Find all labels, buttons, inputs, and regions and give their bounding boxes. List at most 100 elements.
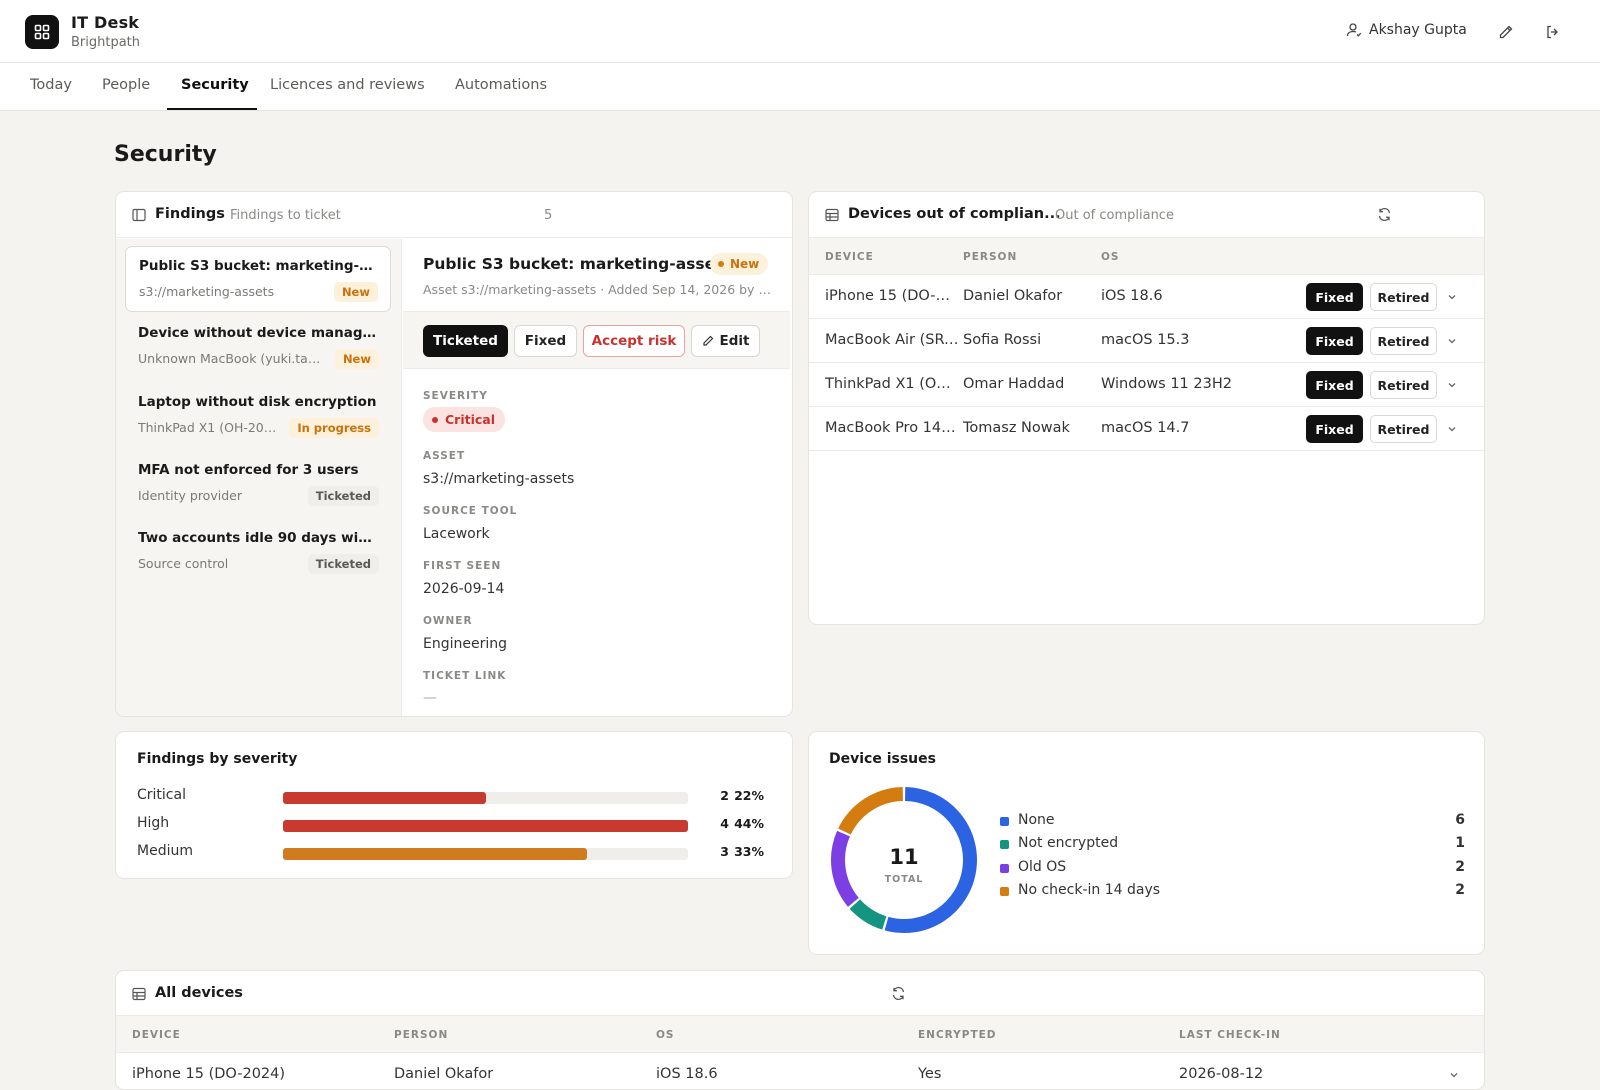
compliance-header: Devices out of complian... Out of compli…	[809, 192, 1484, 238]
finding-item[interactable]: Two accounts idle 90 days with access So…	[125, 519, 391, 585]
retired-button[interactable]: Retired	[1370, 371, 1437, 399]
legend-swatch	[1000, 887, 1009, 896]
device-issues-donut	[831, 787, 977, 933]
column-header[interactable]: LAST CHECK-IN	[1179, 1029, 1281, 1041]
os-cell: Windows 11 23H2	[1101, 376, 1232, 392]
refresh-icon[interactable]	[1377, 207, 1392, 222]
findings-list: Public S3 bucket: marketing-assets s3://…	[116, 239, 402, 716]
column-header[interactable]: PERSON	[963, 251, 1018, 263]
findings-count: 5	[544, 208, 553, 223]
finding-item[interactable]: Public S3 bucket: marketing-assets s3://…	[125, 246, 391, 312]
column-header[interactable]: OS	[1101, 251, 1120, 263]
device-cell: ThinkPad X1 (OH-2026)	[825, 376, 959, 392]
status-text: New	[730, 257, 760, 271]
finding-subtitle: ThinkPad X1 (OH-2026)	[138, 420, 280, 435]
findings-header: Findings Findings to ticket 5	[116, 192, 792, 238]
user-icon	[1346, 23, 1362, 37]
logout-icon[interactable]	[1543, 22, 1563, 42]
active-tab-indicator	[167, 108, 257, 110]
column-header[interactable]: OS	[656, 1029, 675, 1041]
top-bar: IT Desk Brightpath Akshay Gupta	[0, 0, 1600, 63]
fixed-button[interactable]: Fixed	[514, 325, 577, 357]
table-row[interactable]: iPhone 15 (DO-2024) Daniel Okafor iOS 18…	[116, 1053, 1484, 1089]
fixed-button[interactable]: Fixed	[1306, 327, 1363, 355]
legend-label: None	[1018, 812, 1055, 828]
findings-title: Findings	[155, 206, 225, 222]
all-devices-table-header: DEVICE PERSON OS ENCRYPTED LAST CHECK-IN	[116, 1016, 1484, 1053]
panel-icon	[132, 208, 146, 222]
column-header[interactable]: ENCRYPTED	[918, 1029, 997, 1041]
accept-risk-button[interactable]: Accept risk	[583, 325, 685, 357]
retired-button[interactable]: Retired	[1370, 327, 1437, 355]
legend-label: Old OS	[1018, 859, 1067, 875]
finding-item[interactable]: Laptop without disk encryption ThinkPad …	[125, 383, 391, 449]
all-devices-title: All devices	[155, 985, 243, 1001]
severity-percent: 33%	[734, 844, 764, 859]
column-header[interactable]: DEVICE	[825, 251, 874, 263]
table-row[interactable]: ThinkPad X1 (OH-2026) Omar Haddad Window…	[809, 363, 1484, 407]
ticketed-button[interactable]: Ticketed	[423, 325, 508, 357]
table-row[interactable]: iPhone 15 (DO-2024) Daniel Okafor iOS 18…	[809, 275, 1484, 319]
device-cell: iPhone 15 (DO-2024)	[825, 288, 959, 304]
severity-bar-fill	[283, 848, 587, 860]
retired-button[interactable]: Retired	[1370, 415, 1437, 443]
chevron-down-icon[interactable]	[1447, 292, 1457, 302]
finding-item[interactable]: MFA not enforced for 3 users Identity pr…	[125, 451, 391, 517]
retired-button[interactable]: Retired	[1370, 283, 1437, 311]
encrypted-cell: Yes	[918, 1066, 942, 1082]
chevron-down-icon[interactable]	[1449, 1070, 1459, 1080]
severity-percent: 44%	[734, 816, 764, 831]
device-cell: iPhone 15 (DO-2024)	[132, 1066, 286, 1082]
status-dot-icon	[718, 261, 724, 267]
severity-row-label: Critical	[137, 787, 186, 803]
os-cell: macOS 14.7	[1101, 420, 1190, 436]
status-badge: New	[710, 253, 769, 275]
app-logo-icon[interactable]	[25, 15, 59, 49]
finding-title: Two accounts idle 90 days with access	[138, 530, 378, 546]
legend-item: Not encrypted 1	[1000, 835, 1465, 855]
severity-bar-track	[283, 820, 688, 832]
severity-bar-fill	[283, 820, 688, 832]
chevron-down-icon[interactable]	[1447, 380, 1457, 390]
finding-title: MFA not enforced for 3 users	[138, 462, 359, 478]
finding-detail-meta: Asset s3://marketing-assets · Added Sep …	[423, 282, 773, 297]
tab-today[interactable]: Today	[30, 77, 72, 93]
table-row[interactable]: MacBook Air (SR-2025) Sofia Rossi macOS …	[809, 319, 1484, 363]
column-header[interactable]: DEVICE	[132, 1029, 181, 1041]
tab-automations[interactable]: Automations	[455, 77, 548, 93]
tab-people[interactable]: People	[102, 77, 151, 93]
edit-button[interactable]: Edit	[691, 325, 760, 357]
finding-title: Device without device management	[138, 325, 378, 341]
finding-title: Laptop without disk encryption	[138, 394, 377, 410]
fixed-button[interactable]: Fixed	[1306, 415, 1363, 443]
owner-value: Engineering	[423, 636, 507, 652]
legend-swatch	[1000, 840, 1009, 849]
finding-subtitle: Identity provider	[138, 488, 242, 503]
refresh-icon[interactable]	[891, 986, 906, 1001]
fixed-button[interactable]: Fixed	[1306, 371, 1363, 399]
donut-segment	[849, 899, 887, 930]
column-header[interactable]: PERSON	[394, 1029, 449, 1041]
ticket-link-label: TICKET LINK	[423, 670, 507, 682]
edit-icon[interactable]	[1496, 22, 1516, 42]
fixed-button[interactable]: Fixed	[1306, 283, 1363, 311]
table-icon	[825, 208, 839, 222]
chevron-down-icon[interactable]	[1447, 336, 1457, 346]
donut-total-label: TOTAL	[884, 874, 924, 885]
finding-item[interactable]: Device without device management Unknown…	[125, 314, 391, 380]
severity-count: 4	[720, 816, 729, 831]
table-icon	[132, 987, 146, 1001]
device-cell: MacBook Air (SR-2025)	[825, 332, 959, 348]
legend-value: 1	[1455, 835, 1465, 851]
table-row[interactable]: MacBook Pro 14 (TN-2023) Tomasz Nowak ma…	[809, 407, 1484, 451]
compliance-card: Devices out of complian... Out of compli…	[808, 191, 1485, 625]
tab-security[interactable]: Security	[181, 77, 249, 93]
legend-label: No check-in 14 days	[1018, 882, 1161, 898]
severity-percent: 22%	[734, 788, 764, 803]
chevron-down-icon[interactable]	[1447, 424, 1457, 434]
severity-value: Critical	[445, 412, 496, 427]
device-issues-title: Device issues	[829, 751, 936, 767]
user-menu[interactable]: Akshay Gupta	[1346, 22, 1467, 38]
tab-licences-and-reviews[interactable]: Licences and reviews	[270, 77, 425, 93]
finding-subtitle: s3://marketing-assets	[139, 284, 275, 299]
